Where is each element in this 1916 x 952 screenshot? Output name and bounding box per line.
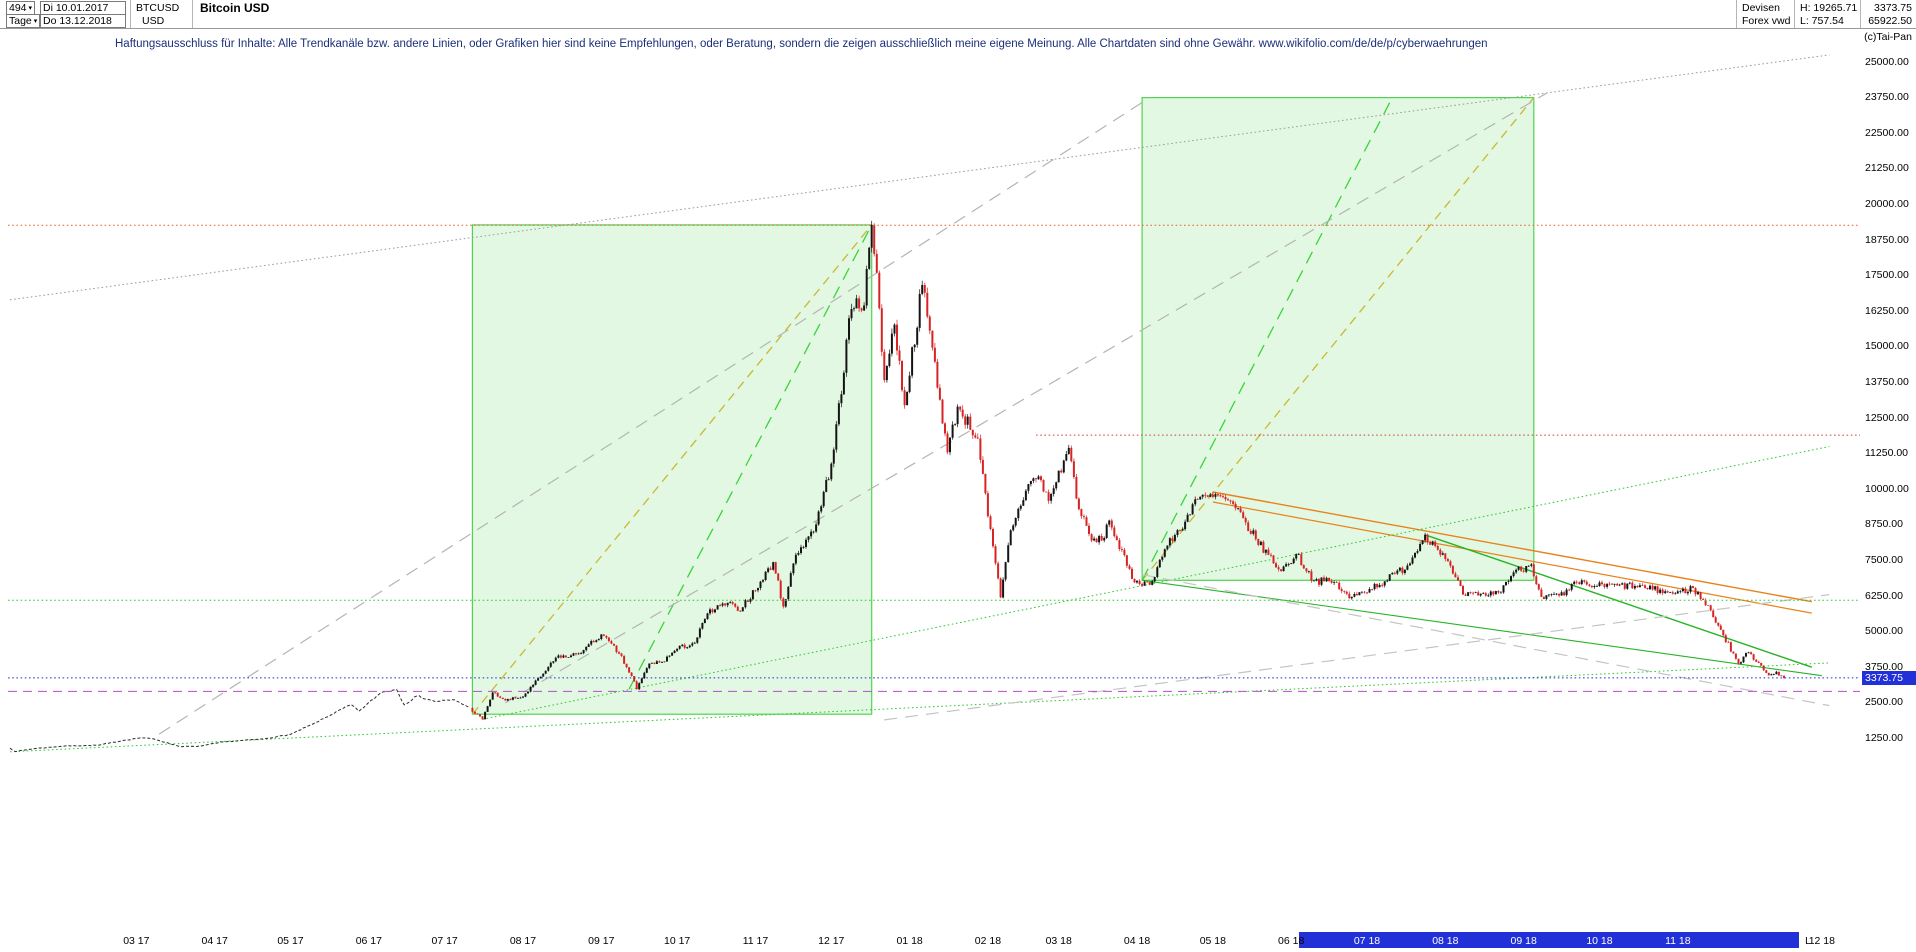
bars-count-dropdown[interactable]: 494 ▾ (6, 1, 36, 15)
last-price-badge: 3373.75 (1862, 670, 1916, 685)
trendline (471, 224, 873, 715)
trendline (884, 594, 1830, 721)
time-axis-label: 11 17 (742, 935, 769, 947)
trendline (504, 92, 1547, 704)
period-high-label: H: 19265.71 (1800, 2, 1858, 14)
time-axis-label: 06 17 (355, 935, 382, 947)
time-axis-label: 12 18 (1808, 935, 1835, 947)
time-axis-label: 05 17 (277, 935, 304, 947)
time-axis-label: 08 18 (1432, 935, 1459, 947)
trendline (628, 224, 873, 690)
trendline (1212, 491, 1812, 603)
price-axis-label: 15000.00 (1865, 340, 1909, 353)
trendline (1212, 501, 1812, 614)
trendline (1141, 574, 1830, 707)
symbol-label: BTCUSD (136, 2, 180, 14)
time-axis-label: 10 18 (1586, 935, 1613, 947)
header-separator (1860, 0, 1861, 28)
header-separator (1794, 0, 1795, 28)
timeframe-dropdown[interactable]: Tage ▾ (6, 14, 41, 28)
period-low-label: L: 757.54 (1800, 15, 1844, 27)
feed-label: Forex vwd (1742, 15, 1791, 27)
market-label: Devisen (1742, 2, 1780, 14)
time-axis-label: 05 18 (1199, 935, 1226, 947)
price-axis-label: 12500.00 (1865, 411, 1909, 424)
time-axis-label: 03 18 (1045, 935, 1072, 947)
bars-count-value: 494 (9, 2, 27, 14)
price-axis-label: 11250.00 (1865, 447, 1909, 460)
time-axis-label: 12 17 (818, 935, 845, 947)
trendline (158, 97, 1151, 735)
time-axis-label: 11 18 (1665, 935, 1691, 947)
price-axis-label: 13750.00 (1865, 375, 1909, 388)
time-axis-label: 03 17 (123, 935, 150, 947)
header-divider (0, 28, 1916, 29)
price-axis-label: 23750.00 (1865, 91, 1909, 104)
price-axis-label: 3750.00 (1865, 660, 1903, 673)
time-axis-label: 04 18 (1123, 935, 1151, 947)
time-axis-label: 07 18 (1353, 935, 1381, 947)
price-axis-label: 18750.00 (1865, 233, 1909, 246)
disclaimer-text: Haftungsausschluss für Inhalte: Alle Tre… (115, 38, 1488, 50)
header-separator (130, 0, 131, 28)
range-end-field[interactable]: Do 13.12.2018 (40, 14, 126, 28)
time-axis: 03 17 04 17 05 17 06 17 07 17 08 17 09 17 10 17… (0, 930, 1916, 952)
price-axis-label: 6250.00 (1865, 589, 1903, 602)
pre-period-price-line (9, 688, 471, 753)
price-axis-label: 20000.00 (1865, 197, 1909, 210)
chart-header: 494 ▾ Di 10.01.2017 Tage ▾ Do 13.12.2018 B… (0, 0, 1916, 28)
header-separator (1736, 0, 1737, 28)
trendline (1424, 534, 1813, 668)
price-axis-label: 7500.00 (1865, 553, 1903, 566)
time-axis-label: 02 18 (974, 935, 1002, 947)
time-axis-label: 07 17 (431, 935, 458, 947)
header-secondary-value: 65922.50 (1868, 15, 1912, 27)
price-axis-label: 2500.00 (1865, 696, 1903, 709)
last-bar-marker: L (1805, 936, 1811, 947)
time-axis-label: 09 17 (588, 935, 615, 947)
price-axis-label: 10000.00 (1865, 482, 1909, 495)
dropdown-caret-icon: ▾ (33, 18, 38, 25)
header-last-price: 3373.75 (1874, 2, 1912, 14)
price-axis: 3373.75 25000.00 23750.00 22500.00 21250.00… (1862, 0, 1916, 952)
trendline (1141, 97, 1393, 581)
trendline (1141, 97, 1535, 581)
price-axis-label: 5000.00 (1865, 625, 1903, 638)
currency-label: USD (142, 15, 165, 27)
price-axis-label: 1250.00 (1865, 731, 1903, 744)
time-axis-label: 08 17 (509, 935, 537, 947)
price-axis-label: 16250.00 (1865, 304, 1909, 317)
price-axis-label: 25000.00 (1865, 55, 1909, 68)
instrument-title: Bitcoin USD (200, 1, 270, 15)
time-axis-label: 01 18 (896, 935, 923, 947)
time-axis-label: 10 17 (663, 935, 691, 947)
time-axis-label: 04 17 (201, 935, 228, 947)
price-axis-label: 22500.00 (1865, 126, 1909, 139)
time-axis-label: 09 18 (1510, 935, 1537, 947)
time-scrollbar-thumb[interactable] (1298, 932, 1800, 948)
header-separator (192, 0, 193, 28)
trendline (9, 54, 1830, 301)
plot-layer (8, 54, 1860, 753)
taipan-copyright: (c)Tai-Pan (1864, 31, 1912, 43)
time-axis-label: 06 18 (1278, 935, 1305, 947)
timeframe-value: Tage (9, 15, 32, 27)
trendline (9, 662, 1830, 753)
dropdown-caret-icon: ▾ (28, 5, 33, 12)
price-axis-label: 21250.00 (1865, 162, 1909, 175)
price-axis-label: 8750.00 (1865, 518, 1903, 531)
price-axis-label: 17500.00 (1865, 269, 1909, 282)
range-start-field[interactable]: Di 10.01.2017 (40, 1, 126, 15)
